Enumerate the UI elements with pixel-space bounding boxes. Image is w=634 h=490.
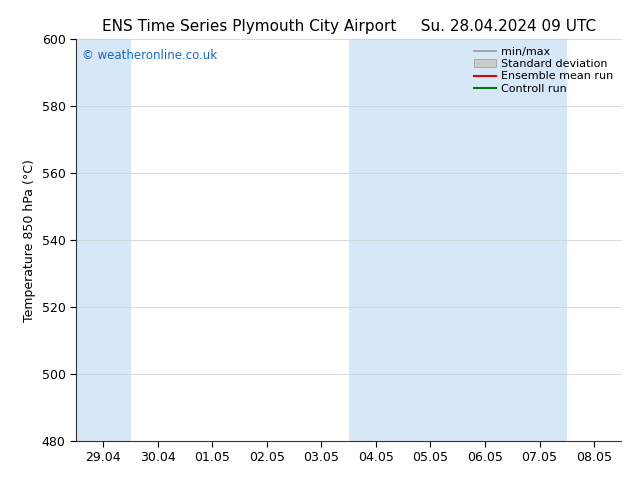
- Bar: [458, 39, 567, 441]
- Legend: min/max, Standard deviation, Ensemble mean run, Controll run: min/max, Standard deviation, Ensemble me…: [471, 45, 616, 96]
- Title: ENS Time Series Plymouth City Airport     Su. 28.04.2024 09 UTC: ENS Time Series Plymouth City Airport Su…: [101, 19, 596, 34]
- Y-axis label: Temperature 850 hPa (°C): Temperature 850 hPa (°C): [23, 159, 36, 321]
- Text: © weatheronline.co.uk: © weatheronline.co.uk: [82, 49, 217, 62]
- Bar: [349, 39, 458, 441]
- Bar: [76, 39, 131, 441]
